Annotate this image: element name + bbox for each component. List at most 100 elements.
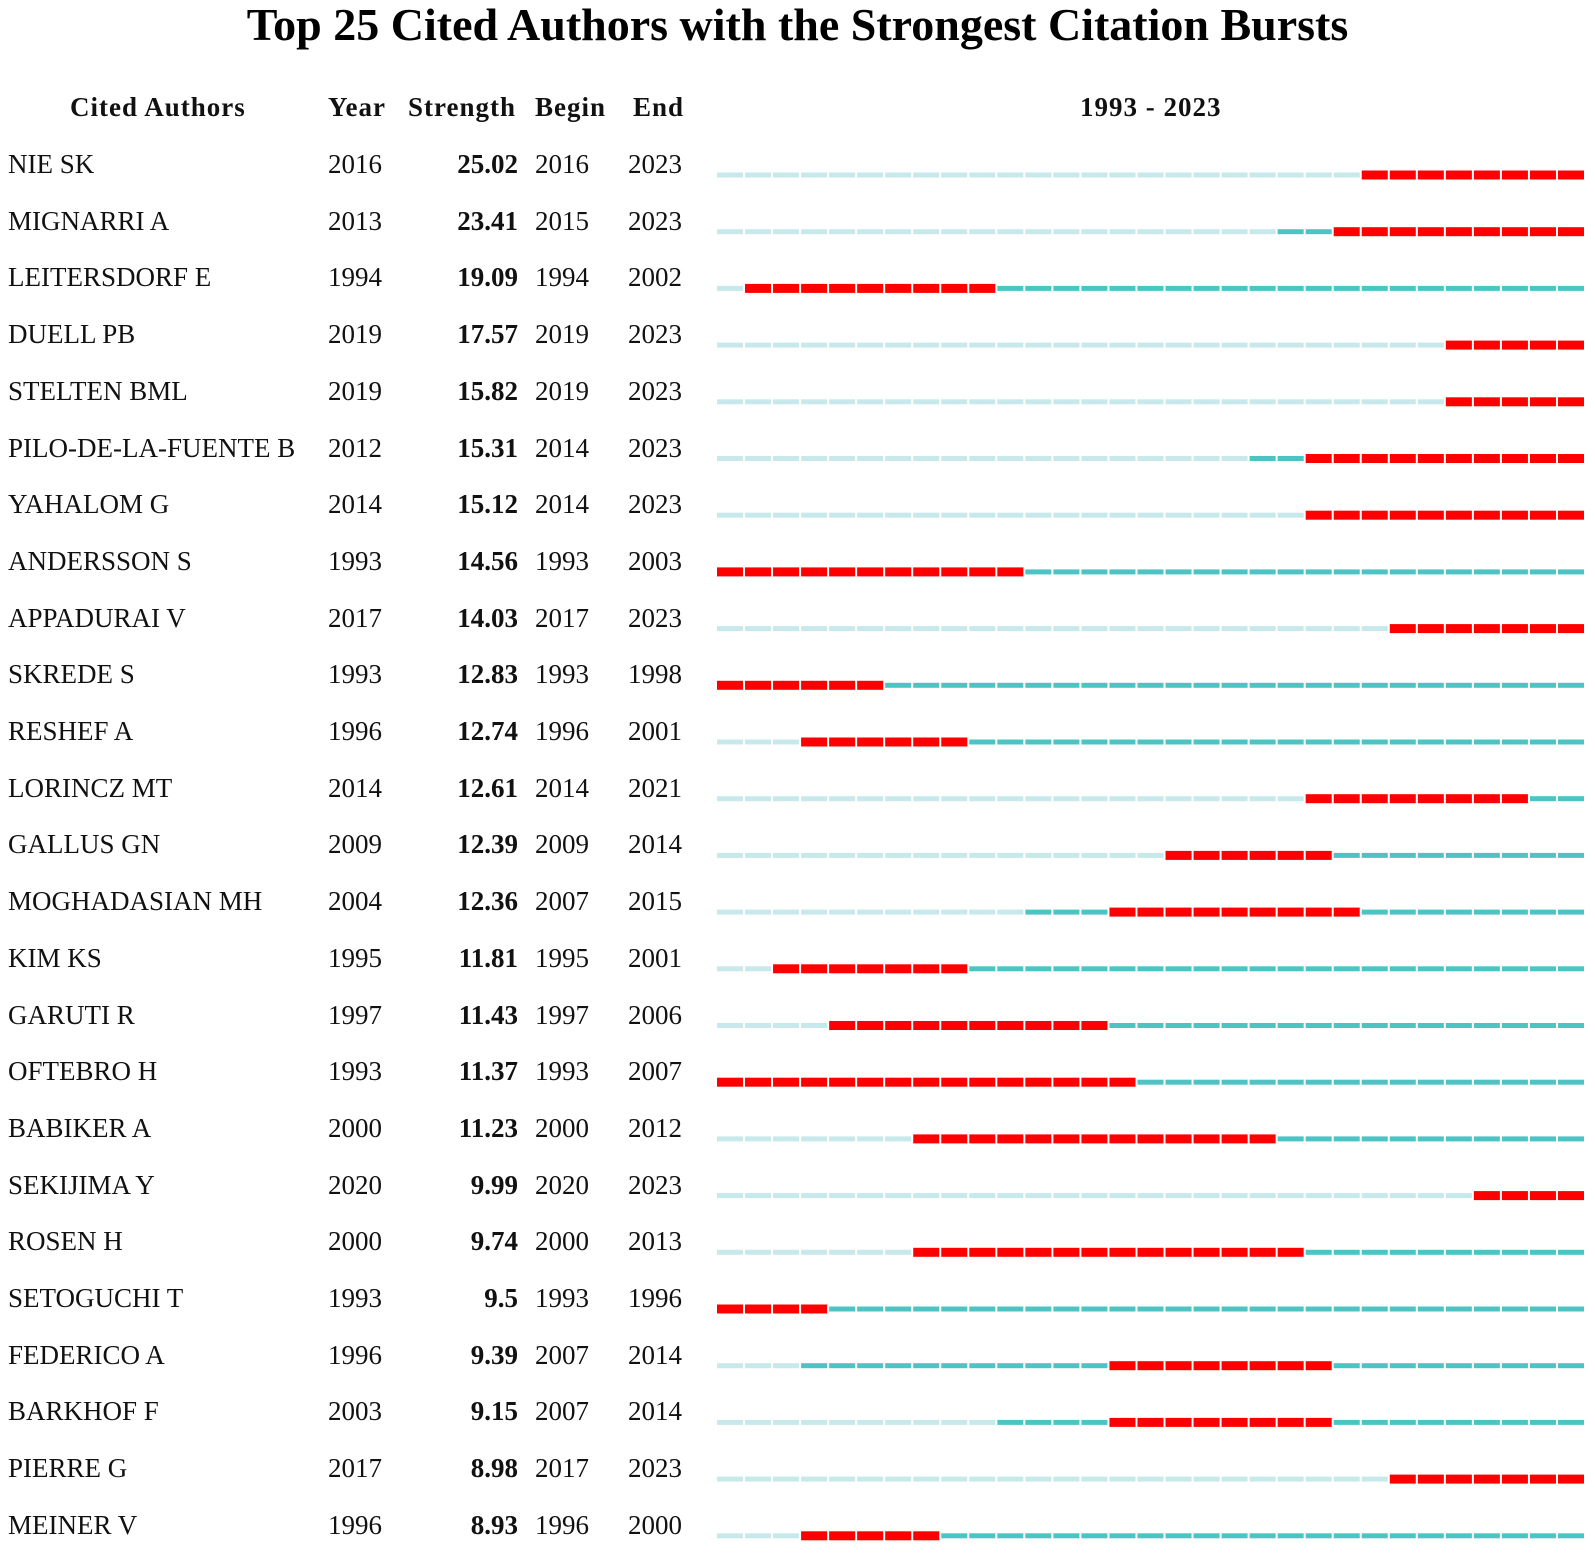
active-segment [1305,1023,1332,1028]
inactive-segment [1137,1476,1164,1482]
inactive-segment [1109,1193,1136,1199]
inactive-segment [1109,852,1136,858]
burst-segment [1361,227,1388,237]
inactive-segment [1417,1193,1444,1199]
active-segment [1361,852,1388,858]
burst-segment [941,1077,968,1087]
strength-cell: 25.02 [457,149,518,179]
active-segment [1529,1306,1556,1312]
burst-segment [857,1021,884,1030]
active-segment [801,1363,828,1369]
active-segment [1529,1023,1556,1028]
burst-segment [997,1247,1024,1257]
active-segment [1445,1023,1472,1028]
active-segment [1053,1363,1080,1369]
inactive-segment [1361,399,1388,405]
burst-segment [885,737,912,747]
active-segment [1249,456,1276,461]
inactive-segment [773,1533,800,1539]
active-segment [1361,1249,1388,1255]
inactive-segment [941,796,968,802]
active-segment [1081,569,1108,575]
active-segment [1501,1363,1528,1369]
burst-segment [969,1134,996,1144]
begin-cell: 2014 [535,489,589,519]
burst-segment [1137,1134,1164,1144]
active-segment [1557,285,1584,291]
active-segment [1389,909,1416,915]
active-segment [885,1306,912,1312]
inactive-segment [801,1136,828,1142]
inactive-segment [969,796,996,802]
inactive-segment [885,1136,912,1142]
inactive-segment [997,342,1024,348]
burst-segment [1137,1247,1164,1257]
burst-segment [941,283,968,293]
burst-segment [969,283,996,293]
burst-segment [1193,850,1220,860]
burst-segment [997,567,1024,577]
inactive-segment [1053,512,1080,518]
inactive-segment [773,342,800,348]
burst-row-1 [717,170,1584,180]
inactive-segment [997,399,1024,405]
active-segment [1277,569,1304,575]
burst-segment [1389,794,1416,804]
burst-row-21 [717,1304,1584,1314]
burst-segment [801,1077,828,1087]
active-segment [969,682,996,688]
inactive-segment [941,852,968,858]
inactive-segment [1165,1476,1192,1482]
end-cell: 1998 [628,659,682,689]
begin-cell: 2000 [535,1113,589,1143]
author-cell: SETOGUCHI T [8,1283,184,1313]
active-segment [1389,682,1416,688]
inactive-segment [1249,512,1276,518]
active-segment [1053,1533,1080,1539]
year-cell: 2017 [328,1453,382,1483]
inactive-segment [1305,172,1332,178]
active-segment [1389,1136,1416,1142]
active-segment [1417,966,1444,972]
inactive-segment [1081,1476,1108,1482]
strength-cell: 17.57 [457,319,518,349]
author-cell: OFTEBRO H [8,1056,158,1086]
burst-segment [1081,1021,1108,1030]
active-segment [1053,966,1080,972]
inactive-segment [801,1476,828,1482]
active-segment [1249,285,1276,291]
active-segment [1249,739,1276,745]
inactive-segment [829,172,856,178]
active-segment [1473,966,1500,972]
active-segment [1501,1249,1528,1255]
inactive-segment [1025,626,1052,632]
begin-cell: 1996 [535,1510,589,1540]
burst-segment [997,1077,1024,1087]
inactive-segment [801,626,828,632]
strength-cell: 14.03 [457,603,518,633]
active-segment [1361,966,1388,972]
inactive-segment [857,172,884,178]
begin-cell: 2017 [535,603,589,633]
inactive-segment [941,229,968,235]
active-segment [1333,1419,1360,1425]
burst-segment [1445,510,1472,520]
active-segment [1529,1249,1556,1255]
inactive-segment [829,796,856,802]
active-segment [1417,1136,1444,1142]
year-cell: 2013 [328,206,382,236]
active-segment [1501,569,1528,575]
inactive-segment [717,342,744,348]
year-cell: 2019 [328,376,382,406]
inactive-segment [745,1136,772,1142]
inactive-segment [857,1476,884,1482]
active-segment [1473,739,1500,745]
active-segment [1025,1306,1052,1312]
burst-segment [1557,510,1584,520]
inactive-segment [913,796,940,802]
active-segment [997,1306,1024,1312]
active-segment [1333,739,1360,745]
burst-segment [801,964,828,974]
active-segment [1389,739,1416,745]
inactive-segment [913,456,940,461]
